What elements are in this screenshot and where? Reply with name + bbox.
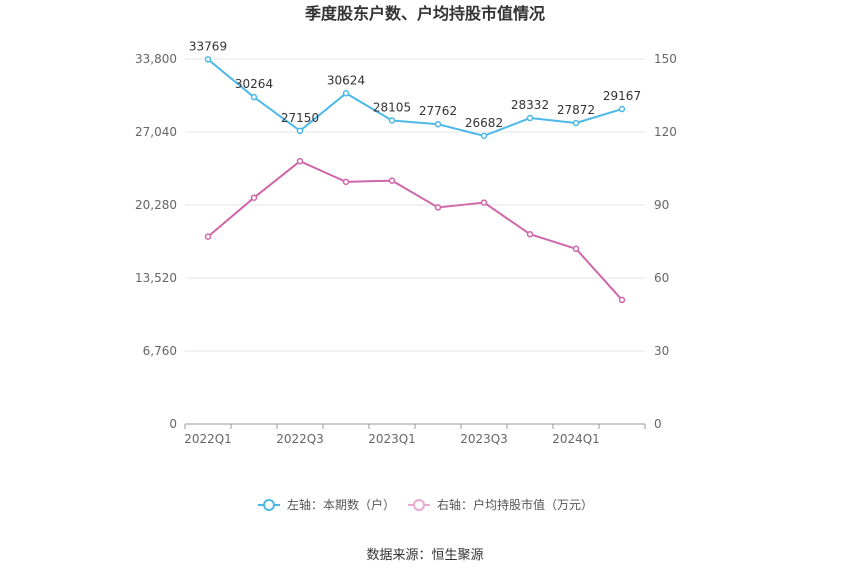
- data-point-left: [480, 132, 488, 140]
- x-tick-label: 2022Q1: [184, 432, 232, 446]
- data-point-right: [388, 177, 396, 184]
- data-label: 27150: [281, 111, 319, 125]
- data-point-left: [296, 127, 304, 135]
- data-label: 30624: [327, 73, 365, 87]
- y-right-tick-label: 120: [654, 125, 677, 139]
- grid: [185, 58, 645, 352]
- data-point-left: [204, 56, 212, 63]
- data-point-right: [250, 194, 258, 201]
- data-point-right: [618, 296, 626, 304]
- data-label: 26682: [465, 116, 503, 130]
- axes: 0 0 6,760 30 13,520 60 20,280 90 27,040 120 33,800…: [135, 52, 677, 446]
- data-point-right: [296, 157, 304, 165]
- chart-title: 季度股东户数、户均持股市值情况: [304, 4, 545, 23]
- x-tick-label: 2024Q1: [552, 432, 600, 446]
- data-point-right: [204, 233, 212, 240]
- data-point-left: [526, 114, 534, 122]
- data-point-left: [388, 117, 396, 124]
- data-point-right: [572, 245, 580, 253]
- data-point-left: [250, 93, 258, 101]
- y-right-tick-label: 30: [654, 344, 669, 358]
- data-label: 29167: [603, 89, 641, 103]
- y-right-tick-label: 60: [654, 271, 669, 285]
- y-left-tick-label: 20,280: [135, 198, 177, 212]
- data-point-right: [480, 199, 488, 206]
- legend-label: 右轴：户均持股市值（万元）: [437, 497, 593, 512]
- data-label: 28105: [373, 100, 411, 114]
- data-point-right: [526, 230, 534, 238]
- legend-marker: [263, 499, 275, 511]
- series: 33769 30264 27150 30624 28105 27762 26682 28332…: [189, 39, 641, 304]
- x-tick-label: 2023Q1: [368, 432, 416, 446]
- y-left-tick-label: 6,760: [143, 344, 177, 358]
- y-left-tick-label: 0: [169, 417, 177, 431]
- data-point-left: [618, 105, 626, 113]
- y-left-tick-label: 27,040: [135, 125, 177, 139]
- y-left-tick-label: 33,800: [135, 52, 177, 66]
- legend: 左轴：本期数（户） 右轴：户均持股市值（万元）: [258, 497, 593, 512]
- y-left-tick-label: 13,520: [135, 271, 177, 285]
- data-point-left: [572, 119, 580, 127]
- data-point-left: [342, 90, 350, 97]
- data-label: 33769: [189, 39, 227, 53]
- data-point-right: [342, 178, 350, 186]
- data-label: 28332: [511, 98, 549, 112]
- data-point-right: [434, 204, 442, 211]
- source-text: 数据来源：恒生聚源: [366, 548, 483, 563]
- data-label: 27872: [557, 103, 595, 117]
- y-right-tick-label: 150: [654, 52, 677, 66]
- data-label: 27762: [419, 104, 457, 118]
- legend-marker: [413, 499, 425, 511]
- series-line-right: [207, 160, 623, 301]
- y-right-tick-label: 0: [654, 417, 662, 431]
- data-point-left: [434, 120, 442, 128]
- series-line-left: [207, 58, 623, 137]
- legend-label: 左轴：本期数（户）: [287, 497, 395, 512]
- y-right-tick-label: 90: [654, 198, 669, 212]
- x-tick-label: 2023Q3: [460, 432, 508, 446]
- data-label: 30264: [235, 77, 273, 91]
- x-tick-label: 2022Q3: [276, 432, 324, 446]
